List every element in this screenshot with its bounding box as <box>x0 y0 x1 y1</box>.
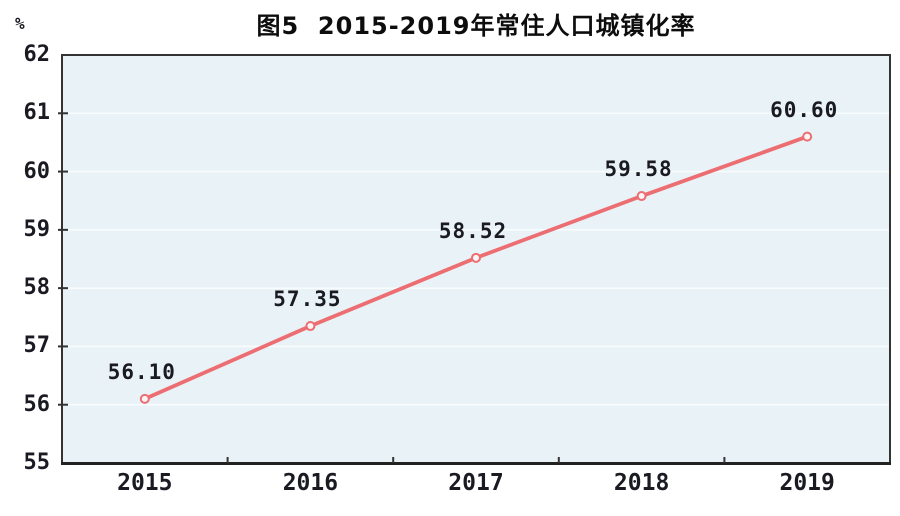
data-point-label: 58.52 <box>438 218 508 243</box>
data-point-marker <box>139 393 150 404</box>
data-point-label: 60.60 <box>770 97 839 122</box>
x-axis-tick-label: 2016 <box>282 470 339 496</box>
x-axis-tick-label: 2017 <box>448 470 504 496</box>
y-axis-tick-label: 56 <box>23 391 51 417</box>
y-axis-tick-label: 55 <box>23 450 51 475</box>
y-axis-tick-label: 61 <box>23 100 51 126</box>
chart-title: 图5 2015-2019年常住人口城镇化率 <box>256 12 696 40</box>
data-point-label: 59.58 <box>604 157 673 182</box>
data-point-label: 57.35 <box>273 287 342 312</box>
y-axis-tick-label: 59 <box>23 216 51 242</box>
x-axis-tick-label: 2019 <box>779 470 835 496</box>
y-axis-tick-label: 62 <box>23 42 51 67</box>
x-axis-tick-label: 2015 <box>117 470 173 496</box>
x-axis-tick-label: 2018 <box>613 470 670 496</box>
data-point-marker <box>471 252 481 263</box>
y-axis-unit-label: % <box>15 14 25 33</box>
data-point-marker <box>802 131 813 142</box>
y-axis-tick-label: 58 <box>23 275 51 301</box>
data-point-label: 56.10 <box>107 359 176 384</box>
data-point-marker <box>636 191 647 202</box>
y-axis-tick-label: 57 <box>23 333 51 359</box>
y-axis-tick-label: 60 <box>23 158 51 184</box>
data-point-marker <box>305 321 316 332</box>
